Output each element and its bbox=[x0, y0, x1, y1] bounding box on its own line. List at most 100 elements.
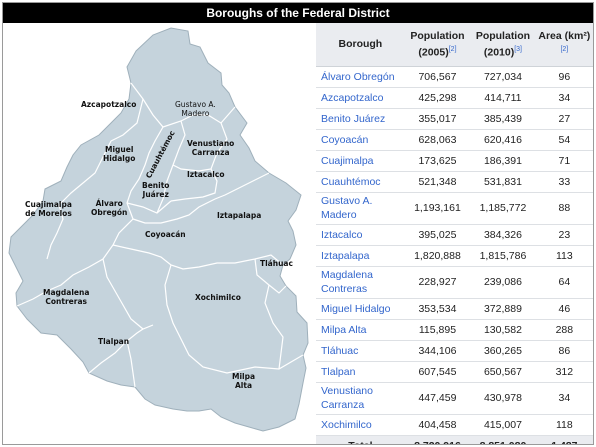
map-label-cuajimalpa: Cuajimalpa de Morelos bbox=[25, 200, 72, 218]
borough-link[interactable]: Xochimilco bbox=[316, 414, 405, 436]
table-row: Cuauhtémoc 521,348 531,831 33 bbox=[316, 171, 593, 193]
population-2005-cell: 706,567 bbox=[404, 66, 471, 88]
population-2005-cell: 1,193,161 bbox=[404, 192, 471, 225]
population-2010-cell: 360,265 bbox=[470, 340, 536, 362]
map-label-miguel-hidalgo: Miguel Hidalgo bbox=[103, 145, 136, 163]
population-2005-cell: 425,298 bbox=[404, 87, 471, 109]
population-2005-cell: 404,458 bbox=[404, 414, 471, 436]
area-cell: 118 bbox=[535, 414, 593, 436]
population-2005-cell: 344,106 bbox=[404, 340, 471, 362]
map-label-venustiano-carranza: Venustiano Carranza bbox=[187, 139, 235, 157]
population-2010-cell: 430,978 bbox=[470, 382, 536, 415]
header-population-2005: Population (2005)[2] bbox=[404, 23, 471, 67]
figure-title: Boroughs of the Federal District bbox=[3, 3, 593, 23]
population-2010-cell: 1,185,772 bbox=[470, 192, 536, 225]
borough-link[interactable]: Miguel Hidalgo bbox=[316, 298, 405, 320]
population-2010-cell: 239,086 bbox=[470, 266, 536, 299]
map-label-iztacalco: Iztacalco bbox=[187, 170, 225, 179]
population-2010-cell: 384,326 bbox=[470, 224, 536, 246]
borough-link[interactable]: Gustavo A. Madero bbox=[316, 192, 405, 225]
population-2010-cell: 620,416 bbox=[470, 129, 536, 151]
ref-2010[interactable]: [3] bbox=[514, 45, 523, 53]
area-cell: 288 bbox=[535, 319, 593, 341]
table-row: Álvaro Obregón 706,567 727,034 96 bbox=[316, 66, 593, 88]
table-row: Xochimilco 404,458 415,007 118 bbox=[316, 414, 593, 436]
population-2005-cell: 173,625 bbox=[404, 150, 471, 172]
borough-link[interactable]: Iztapalapa bbox=[316, 245, 405, 267]
map-label-tlalpan: Tlalpan bbox=[98, 337, 130, 346]
population-2010-cell: 650,567 bbox=[470, 361, 536, 383]
population-2010-cell: 414,711 bbox=[470, 87, 536, 109]
area-cell: 312 bbox=[535, 361, 593, 383]
total-area: 1,487 bbox=[535, 435, 593, 444]
table-row: Benito Juárez 355,017 385,439 27 bbox=[316, 108, 593, 130]
borough-link[interactable]: Tlalpan bbox=[316, 361, 405, 383]
borough-link[interactable]: Iztacalco bbox=[316, 224, 405, 246]
population-2010-cell: 186,391 bbox=[470, 150, 536, 172]
area-cell: 96 bbox=[535, 66, 593, 88]
table-row: Tláhuac 344,106 360,265 86 bbox=[316, 340, 593, 362]
table-row: Milpa Alta 115,895 130,582 288 bbox=[316, 319, 593, 341]
map-borders bbox=[16, 82, 304, 388]
borough-link[interactable]: Benito Juárez bbox=[316, 108, 405, 130]
population-2005-cell: 115,895 bbox=[404, 319, 471, 341]
total-population-2010: 8,851,080 bbox=[470, 435, 536, 444]
population-2005-cell: 447,459 bbox=[404, 382, 471, 415]
map-label-alvaro-obregon: Álvaro Obregón bbox=[91, 199, 128, 217]
population-2005-cell: 1,820,888 bbox=[404, 245, 471, 267]
district-outline bbox=[8, 27, 309, 432]
map-svg bbox=[8, 27, 309, 432]
area-cell: 71 bbox=[535, 150, 593, 172]
map-label-milpa-alta: Milpa Alta bbox=[232, 372, 256, 390]
ref-2005[interactable]: [2] bbox=[448, 45, 457, 53]
population-2005-cell: 395,025 bbox=[404, 224, 471, 246]
table-body: Álvaro Obregón 706,567 727,034 96 Azcapotzal… bbox=[316, 66, 593, 444]
population-2005-cell: 228,927 bbox=[404, 266, 471, 299]
area-cell: 54 bbox=[535, 129, 593, 151]
population-2010-cell: 385,439 bbox=[470, 108, 536, 130]
ref-area[interactable]: [2] bbox=[560, 45, 569, 53]
map-label-azcapotzalco: Azcapotzalco bbox=[81, 100, 137, 109]
table-row: Magdalena Contreras 228,927 239,086 64 bbox=[316, 266, 593, 299]
borough-link[interactable]: Tláhuac bbox=[316, 340, 405, 362]
population-2010-cell: 727,034 bbox=[470, 66, 536, 88]
map-label-gustavo-a-madero: Gustavo A. Madero bbox=[175, 100, 216, 118]
map-label-iztapalapa: Iztapalapa bbox=[217, 211, 262, 220]
borough-table: Borough Population (2005)[2] Population … bbox=[316, 23, 593, 444]
population-2010-cell: 130,582 bbox=[470, 319, 536, 341]
map-label-benito-juarez: Benito Juárez bbox=[142, 181, 170, 199]
map-label-coyoacan: Coyoacán bbox=[145, 230, 186, 239]
table-row: Coyoacán 628,063 620,416 54 bbox=[316, 129, 593, 151]
table-row: Azcapotzalco 425,298 414,711 34 bbox=[316, 87, 593, 109]
area-cell: 86 bbox=[535, 340, 593, 362]
borough-link[interactable]: Milpa Alta bbox=[316, 319, 405, 341]
area-cell: 46 bbox=[535, 298, 593, 320]
population-2005-cell: 355,017 bbox=[404, 108, 471, 130]
borough-table-wrapper: Borough Population (2005)[2] Population … bbox=[316, 23, 593, 444]
borough-link[interactable]: Cuauhtémoc bbox=[316, 171, 405, 193]
population-2005-cell: 607,545 bbox=[404, 361, 471, 383]
total-population-2005: 8,720,916 bbox=[404, 435, 471, 444]
borough-link[interactable]: Venustiano Carranza bbox=[316, 382, 405, 415]
borough-link[interactable]: Magdalena Contreras bbox=[316, 266, 405, 299]
header-population-2010: Population (2010)[3] bbox=[470, 23, 536, 67]
area-cell: 27 bbox=[535, 108, 593, 130]
population-2005-cell: 628,063 bbox=[404, 129, 471, 151]
table-row: Gustavo A. Madero 1,193,161 1,185,772 88 bbox=[316, 192, 593, 225]
area-cell: 34 bbox=[535, 382, 593, 415]
population-2005-cell: 521,348 bbox=[404, 171, 471, 193]
area-cell: 64 bbox=[535, 266, 593, 299]
borough-link[interactable]: Álvaro Obregón bbox=[316, 66, 405, 88]
area-cell: 33 bbox=[535, 171, 593, 193]
population-2005-cell: 353,534 bbox=[404, 298, 471, 320]
area-cell: 88 bbox=[535, 192, 593, 225]
table-row: Iztacalco 395,025 384,326 23 bbox=[316, 224, 593, 246]
header-area: Area (km²)[2] bbox=[535, 23, 593, 67]
map-fill bbox=[8, 27, 309, 432]
header-borough: Borough bbox=[316, 23, 405, 67]
borough-link[interactable]: Cuajimalpa bbox=[316, 150, 405, 172]
borough-link[interactable]: Azcapotzalco bbox=[316, 87, 405, 109]
borough-link[interactable]: Coyoacán bbox=[316, 129, 405, 151]
area-cell: 23 bbox=[535, 224, 593, 246]
